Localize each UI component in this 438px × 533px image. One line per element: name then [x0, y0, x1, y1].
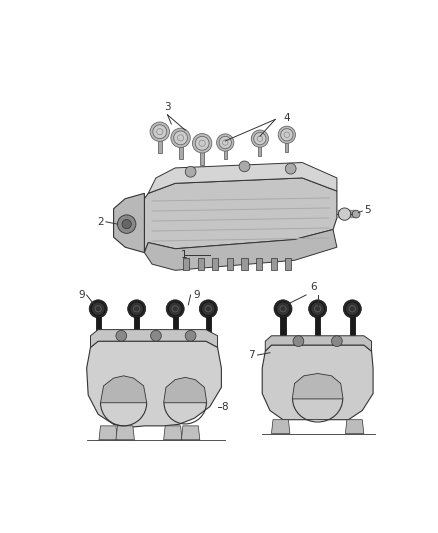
Circle shape [185, 166, 196, 177]
Text: 7: 7 [248, 350, 254, 360]
Polygon shape [181, 426, 200, 440]
Polygon shape [173, 309, 178, 336]
Circle shape [343, 300, 361, 318]
Polygon shape [198, 258, 204, 270]
Polygon shape [113, 193, 145, 253]
Polygon shape [212, 258, 218, 270]
Polygon shape [285, 135, 288, 152]
Circle shape [168, 302, 182, 316]
Circle shape [130, 302, 144, 316]
Circle shape [116, 330, 127, 341]
Polygon shape [292, 374, 343, 399]
Text: 2: 2 [97, 217, 103, 227]
Circle shape [192, 134, 212, 153]
Text: 5: 5 [364, 205, 371, 215]
Text: 6: 6 [311, 282, 317, 292]
Text: 9: 9 [193, 290, 200, 300]
Circle shape [293, 336, 304, 346]
Polygon shape [91, 329, 218, 348]
Circle shape [153, 125, 167, 139]
Polygon shape [265, 336, 371, 351]
Polygon shape [285, 258, 291, 270]
Circle shape [219, 136, 231, 149]
Circle shape [332, 336, 342, 346]
Circle shape [339, 208, 351, 220]
Circle shape [285, 163, 296, 174]
Polygon shape [158, 132, 162, 154]
Polygon shape [164, 426, 182, 440]
Circle shape [171, 128, 190, 148]
Circle shape [185, 330, 196, 341]
Polygon shape [262, 345, 373, 419]
Polygon shape [134, 309, 139, 336]
Polygon shape [87, 341, 221, 427]
Circle shape [122, 220, 131, 229]
Polygon shape [272, 419, 290, 433]
Polygon shape [346, 419, 364, 433]
Polygon shape [183, 258, 189, 270]
Circle shape [128, 300, 146, 318]
Polygon shape [99, 426, 117, 440]
Text: 1: 1 [180, 250, 187, 260]
Circle shape [89, 300, 107, 318]
Circle shape [117, 215, 136, 233]
Polygon shape [271, 258, 277, 270]
Circle shape [254, 133, 266, 145]
Polygon shape [258, 139, 261, 156]
Text: 8: 8 [221, 401, 228, 411]
Polygon shape [200, 143, 204, 165]
Circle shape [274, 300, 292, 318]
Polygon shape [164, 377, 207, 403]
Polygon shape [227, 258, 233, 270]
Circle shape [311, 302, 325, 316]
Polygon shape [100, 376, 147, 403]
Circle shape [217, 134, 234, 151]
Polygon shape [179, 138, 183, 159]
Circle shape [166, 300, 184, 318]
Polygon shape [95, 309, 101, 336]
Polygon shape [145, 178, 337, 253]
Text: 3: 3 [164, 102, 171, 112]
Circle shape [251, 130, 268, 147]
Circle shape [239, 161, 250, 172]
Text: 9: 9 [78, 290, 85, 300]
Polygon shape [148, 163, 337, 193]
Polygon shape [315, 309, 320, 336]
Polygon shape [280, 309, 286, 336]
Polygon shape [205, 309, 211, 336]
Polygon shape [256, 258, 262, 270]
Circle shape [276, 302, 290, 316]
Circle shape [199, 300, 217, 318]
Circle shape [309, 300, 327, 318]
Text: 4: 4 [283, 113, 290, 123]
Circle shape [91, 302, 105, 316]
Polygon shape [350, 309, 355, 336]
Polygon shape [224, 142, 227, 159]
Polygon shape [241, 258, 247, 270]
Circle shape [150, 122, 170, 141]
Polygon shape [116, 426, 134, 440]
Circle shape [346, 302, 359, 316]
Circle shape [352, 210, 360, 218]
Circle shape [201, 302, 215, 316]
Circle shape [173, 131, 187, 145]
Circle shape [278, 126, 296, 143]
Polygon shape [145, 230, 337, 270]
Circle shape [151, 330, 161, 341]
Circle shape [195, 136, 209, 150]
Circle shape [281, 128, 293, 141]
